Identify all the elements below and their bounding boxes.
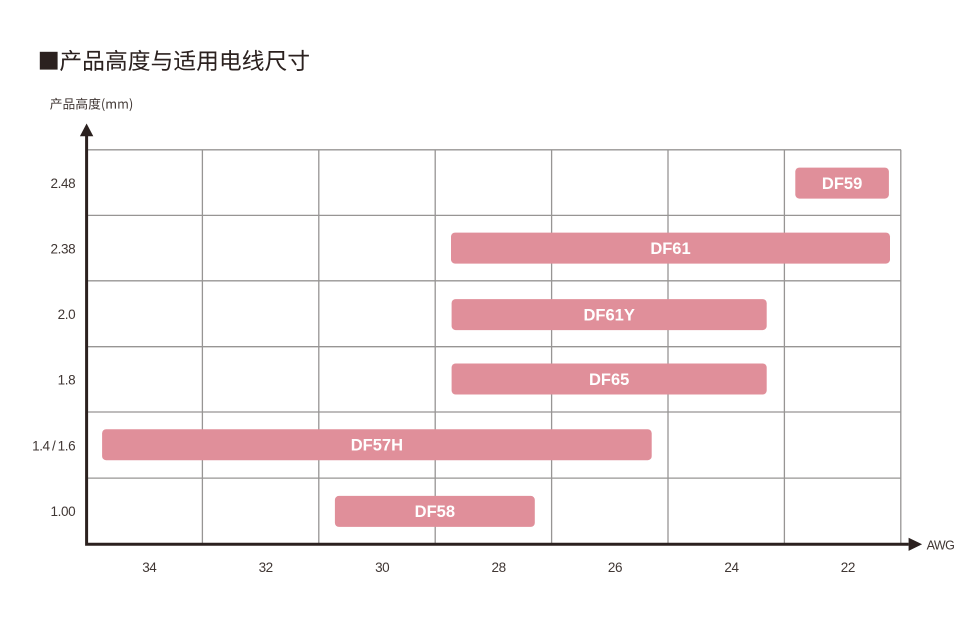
svg-text:AWG: AWG <box>927 539 955 553</box>
svg-text:28: 28 <box>491 560 505 575</box>
svg-text:34: 34 <box>142 560 157 575</box>
svg-text:DF59: DF59 <box>822 175 862 193</box>
svg-text:24: 24 <box>724 560 739 575</box>
svg-text:2.0: 2.0 <box>58 307 76 322</box>
svg-text:DF58: DF58 <box>415 503 455 521</box>
svg-text:DF61: DF61 <box>650 240 690 258</box>
svg-text:DF65: DF65 <box>589 371 629 389</box>
svg-text:2.48: 2.48 <box>51 176 76 191</box>
svg-text:1.00: 1.00 <box>51 504 76 519</box>
svg-text:32: 32 <box>259 560 273 575</box>
svg-text:1.4 / 1.6: 1.4 / 1.6 <box>32 438 75 453</box>
svg-text:DF61Y: DF61Y <box>583 306 634 324</box>
svg-text:30: 30 <box>375 560 389 575</box>
svg-text:DF57H: DF57H <box>351 437 403 455</box>
svg-text:2.38: 2.38 <box>51 242 76 257</box>
svg-text:26: 26 <box>608 560 622 575</box>
svg-text:1.8: 1.8 <box>58 373 76 388</box>
svg-text:22: 22 <box>841 560 855 575</box>
